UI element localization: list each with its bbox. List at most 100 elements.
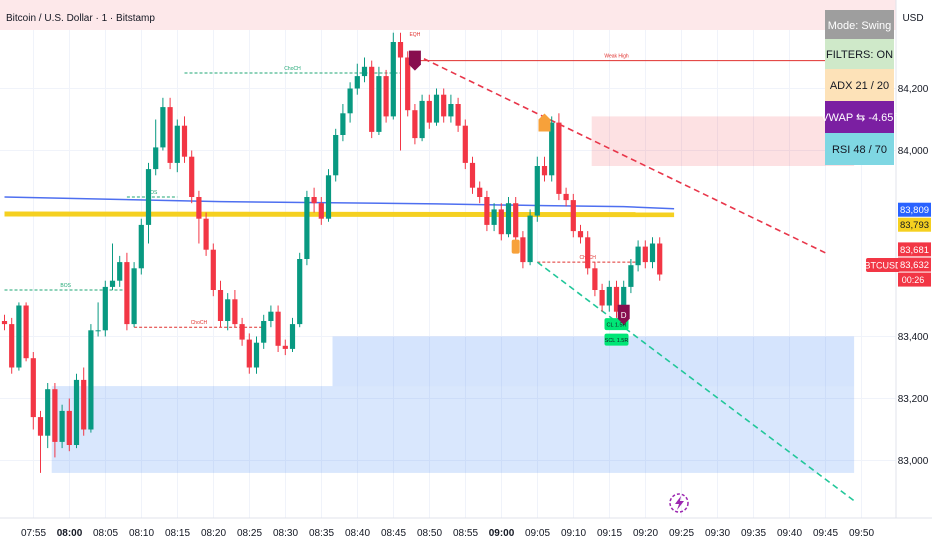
- price-tag-text: 83,809: [900, 205, 929, 216]
- price-tag: [898, 202, 931, 217]
- candle-body: [138, 224, 144, 269]
- marker-text: CL 1.5R: [607, 323, 627, 329]
- candle-body: [153, 147, 159, 170]
- zone: [51, 386, 855, 473]
- candle-body: [405, 57, 411, 111]
- mode-cell: [825, 10, 894, 39]
- candle-body: [534, 166, 540, 216]
- time-tick-label: 08:10: [129, 528, 154, 539]
- candle-body: [635, 246, 641, 266]
- structure-label: ChoCH: [191, 320, 208, 326]
- candle-body: [577, 231, 584, 238]
- candle-body: [196, 197, 202, 219]
- price-tick-label: 83,400: [898, 332, 929, 343]
- symbol-price-label: BTCUSD: [864, 258, 902, 272]
- candle-body: [592, 268, 598, 290]
- lightning-icon[interactable]: [669, 493, 689, 513]
- candle-body: [563, 193, 569, 201]
- lightning-icon-bolt: [675, 496, 684, 510]
- candle-body: [124, 262, 130, 325]
- price-tag-text: 83,632: [900, 260, 929, 271]
- candle-body: [225, 299, 231, 321]
- marker-up: [538, 113, 551, 132]
- candle-body: [239, 324, 245, 340]
- candle-body: [311, 197, 317, 204]
- candle-body: [275, 311, 281, 346]
- candle-body: [376, 76, 382, 132]
- candle-body: [513, 203, 519, 238]
- time-tick-label: 09:45: [813, 528, 838, 539]
- price-tag: [898, 257, 931, 272]
- candle-body: [383, 76, 389, 117]
- candle-body: [318, 203, 324, 219]
- marker-box: [511, 239, 520, 254]
- candle-body: [441, 94, 447, 117]
- candle-body: [181, 125, 188, 157]
- price-labels: 83,809 83,793 83,681 83,632: [898, 202, 931, 287]
- candle-body: [613, 286, 620, 312]
- candle-body: [217, 290, 224, 321]
- time-tick-label: 07:55: [21, 528, 46, 539]
- candle-body: [66, 410, 72, 445]
- price-tick-label: 84,200: [898, 84, 929, 95]
- candle-body: [448, 104, 454, 117]
- candle-body: [268, 311, 274, 321]
- candle-body: [369, 66, 375, 132]
- candle-body: [340, 113, 346, 135]
- time-ticks: 07:55 08:00 08:05 08:10 08:15 08:20 08:25 08:30…: [21, 528, 874, 539]
- symbol-text: BTCUSD: [864, 261, 902, 271]
- candle-body: [102, 286, 108, 331]
- time-tick-label: 09:25: [669, 528, 694, 539]
- candle-body: [131, 268, 137, 325]
- candle-body: [88, 330, 94, 430]
- time-tick-label: 08:00: [57, 528, 83, 539]
- marker-down: [617, 304, 630, 325]
- candle-body: [498, 209, 504, 235]
- time-tick-label: 08:45: [381, 528, 406, 539]
- candle-body: [390, 42, 396, 117]
- candle-body: [16, 305, 22, 368]
- candle-body: [160, 107, 166, 148]
- candle-body: [145, 169, 152, 225]
- vwap-line: [4, 211, 675, 218]
- candle-body: [354, 76, 360, 89]
- candle-body: [433, 94, 440, 123]
- candle-body: [469, 162, 476, 188]
- candle-body: [174, 125, 180, 163]
- structure-label: BOS: [147, 190, 158, 196]
- candle-body: [253, 342, 260, 368]
- moving-averages: [4, 196, 675, 218]
- structure-label: BOS: [60, 283, 71, 289]
- marker-box: [604, 333, 629, 346]
- candle-body: [210, 249, 216, 290]
- candle-body: [484, 197, 490, 225]
- price-tag: [898, 217, 931, 232]
- candle-body: [556, 122, 562, 194]
- candle-body: [304, 197, 310, 259]
- time-tick-label: 08:50: [417, 528, 442, 539]
- candle-body: [325, 175, 332, 219]
- indicator-panel: Mode: Swing FILTERS: ON ADX 21 / 20 VWAP…: [821, 10, 898, 165]
- filters-text: FILTERS: ON: [826, 49, 893, 61]
- time-tick-label: 08:15: [165, 528, 190, 539]
- zone: [332, 336, 855, 387]
- candle-body: [37, 417, 44, 436]
- time-tick-label: 09:35: [741, 528, 766, 539]
- time-tick-label: 09:50: [849, 528, 874, 539]
- candle-body: [606, 286, 612, 306]
- adx-text: ADX 21 / 20: [830, 80, 889, 92]
- candle-body: [570, 200, 576, 232]
- price-tag-text: 83,681: [900, 245, 929, 256]
- rsi-text: RSI 48 / 70: [832, 144, 887, 156]
- time-tick-label: 09:20: [633, 528, 658, 539]
- candle-body: [73, 379, 80, 445]
- time-tick-label: 09:05: [525, 528, 550, 539]
- time-tick-label: 09:40: [777, 528, 802, 539]
- candle-body: [23, 305, 29, 359]
- time-tick-label: 09:00: [489, 528, 515, 539]
- candle-body: [649, 243, 656, 263]
- grid: [0, 30, 896, 518]
- candle-body: [628, 265, 634, 287]
- candle-body: [45, 389, 51, 436]
